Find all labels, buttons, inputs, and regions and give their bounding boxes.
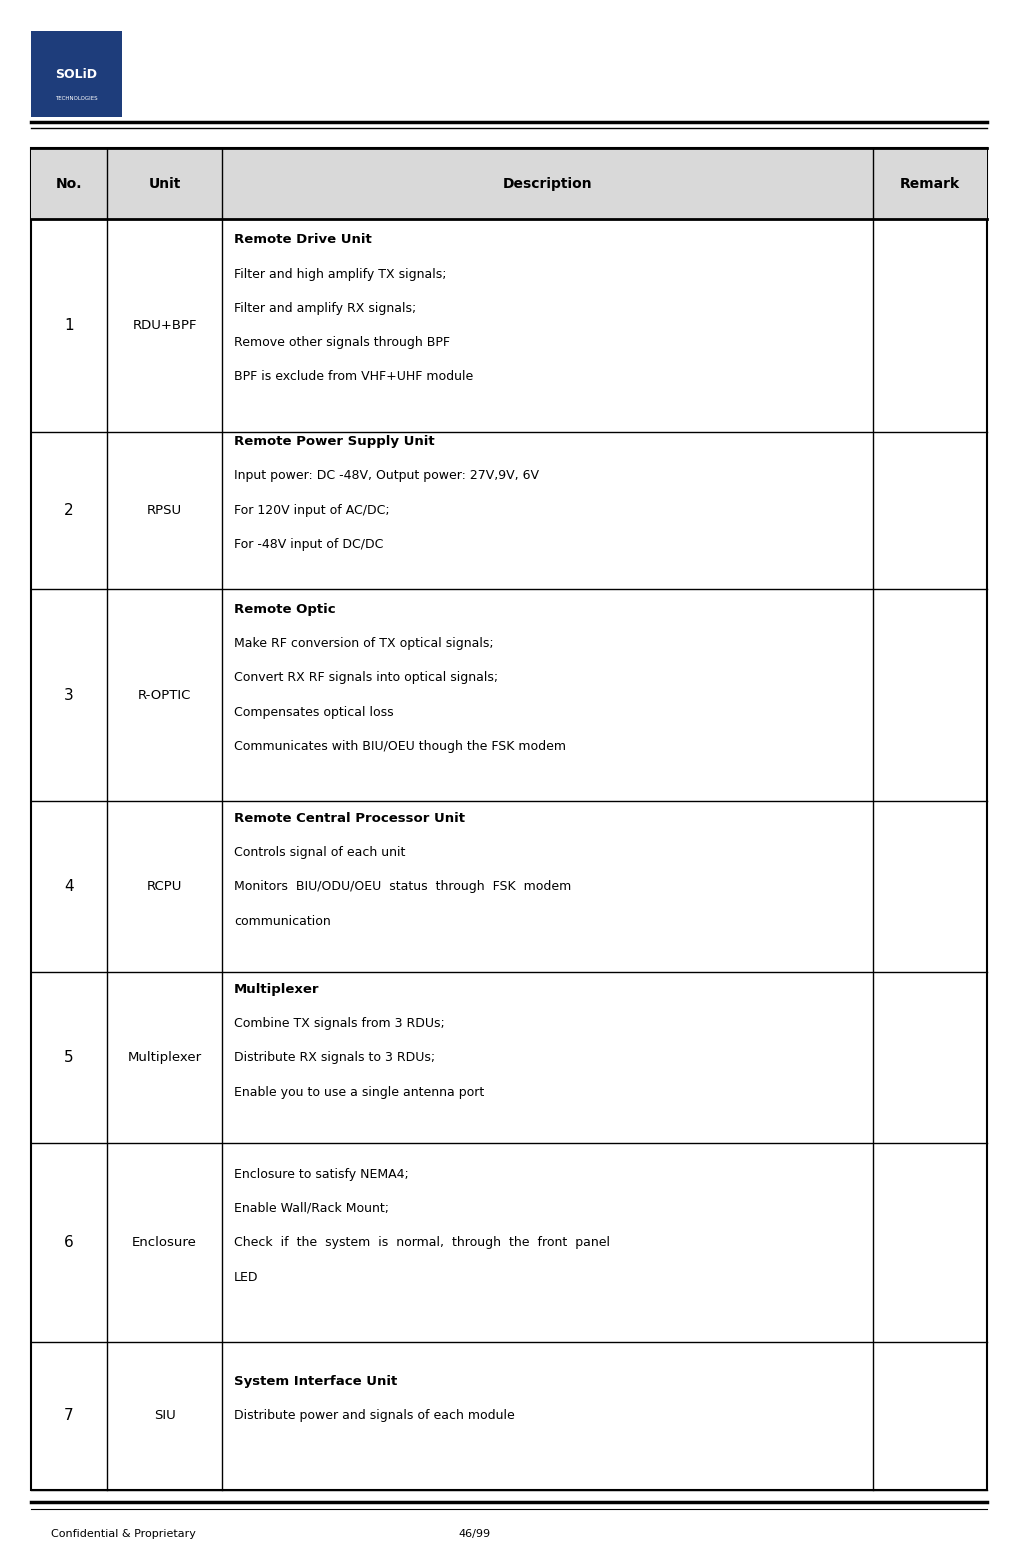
Text: Combine TX signals from 3 RDUs;: Combine TX signals from 3 RDUs;: [234, 1017, 445, 1030]
Bar: [31, 148, 987, 1490]
Text: 3: 3: [64, 688, 73, 702]
Text: LED: LED: [234, 1270, 259, 1284]
Bar: [31, 148, 987, 220]
Text: RCPU: RCPU: [147, 880, 182, 894]
Text: System Interface Unit: System Interface Unit: [234, 1374, 397, 1388]
Text: RPSU: RPSU: [147, 504, 182, 516]
Text: Filter and high amplify TX signals;: Filter and high amplify TX signals;: [234, 267, 447, 281]
FancyBboxPatch shape: [31, 31, 122, 117]
Text: Distribute RX signals to 3 RDUs;: Distribute RX signals to 3 RDUs;: [234, 1051, 436, 1064]
Text: Remove other signals through BPF: Remove other signals through BPF: [234, 335, 450, 349]
Text: Enclosure to satisfy NEMA4;: Enclosure to satisfy NEMA4;: [234, 1167, 409, 1181]
Text: 1: 1: [64, 318, 73, 332]
Text: No.: No.: [56, 176, 82, 190]
Text: Input power: DC -48V, Output power: 27V,9V, 6V: Input power: DC -48V, Output power: 27V,…: [234, 470, 540, 482]
Text: 6: 6: [64, 1236, 73, 1250]
Text: 2: 2: [64, 502, 73, 518]
Text: Unit: Unit: [149, 176, 181, 190]
Text: 7: 7: [64, 1409, 73, 1423]
Text: Monitors  BIU/ODU/OEU  status  through  FSK  modem: Monitors BIU/ODU/OEU status through FSK …: [234, 880, 571, 894]
Text: 46/99: 46/99: [458, 1529, 491, 1538]
Text: Description: Description: [503, 176, 592, 190]
Text: 5: 5: [64, 1050, 73, 1065]
Text: Distribute power and signals of each module: Distribute power and signals of each mod…: [234, 1409, 515, 1423]
Text: 4: 4: [64, 880, 73, 894]
Text: Filter and amplify RX signals;: Filter and amplify RX signals;: [234, 301, 416, 315]
Text: Compensates optical loss: Compensates optical loss: [234, 705, 394, 719]
Text: Convert RX RF signals into optical signals;: Convert RX RF signals into optical signa…: [234, 671, 498, 685]
Text: Remote Power Supply Unit: Remote Power Supply Unit: [234, 435, 435, 448]
Text: Remark: Remark: [900, 176, 960, 190]
Text: Make RF conversion of TX optical signals;: Make RF conversion of TX optical signals…: [234, 636, 494, 651]
Text: Enclosure: Enclosure: [132, 1236, 196, 1250]
Text: Remote Central Processor Unit: Remote Central Processor Unit: [234, 811, 465, 825]
Text: For 120V input of AC/DC;: For 120V input of AC/DC;: [234, 504, 390, 516]
Text: R-OPTIC: R-OPTIC: [137, 688, 191, 702]
Text: BPF is exclude from VHF+UHF module: BPF is exclude from VHF+UHF module: [234, 370, 473, 384]
Text: Remote Drive Unit: Remote Drive Unit: [234, 232, 372, 246]
Text: TECHNOLOGIES: TECHNOLOGIES: [55, 95, 98, 101]
Text: Communicates with BIU/OEU though the FSK modem: Communicates with BIU/OEU though the FSK…: [234, 739, 566, 753]
Text: RDU+BPF: RDU+BPF: [132, 318, 196, 332]
Text: Confidential & Proprietary: Confidential & Proprietary: [51, 1529, 195, 1538]
Text: communication: communication: [234, 914, 331, 928]
Text: Remote Optic: Remote Optic: [234, 602, 336, 616]
Text: SOLiD: SOLiD: [55, 69, 98, 81]
Text: Check  if  the  system  is  normal,  through  the  front  panel: Check if the system is normal, through t…: [234, 1236, 610, 1250]
Text: Enable you to use a single antenna port: Enable you to use a single antenna port: [234, 1086, 485, 1098]
Text: Controls signal of each unit: Controls signal of each unit: [234, 846, 405, 860]
Text: SIU: SIU: [154, 1409, 175, 1423]
Text: Multiplexer: Multiplexer: [127, 1051, 202, 1064]
Text: For -48V input of DC/DC: For -48V input of DC/DC: [234, 538, 384, 551]
Text: Multiplexer: Multiplexer: [234, 983, 320, 995]
Text: Enable Wall/Rack Mount;: Enable Wall/Rack Mount;: [234, 1201, 389, 1215]
